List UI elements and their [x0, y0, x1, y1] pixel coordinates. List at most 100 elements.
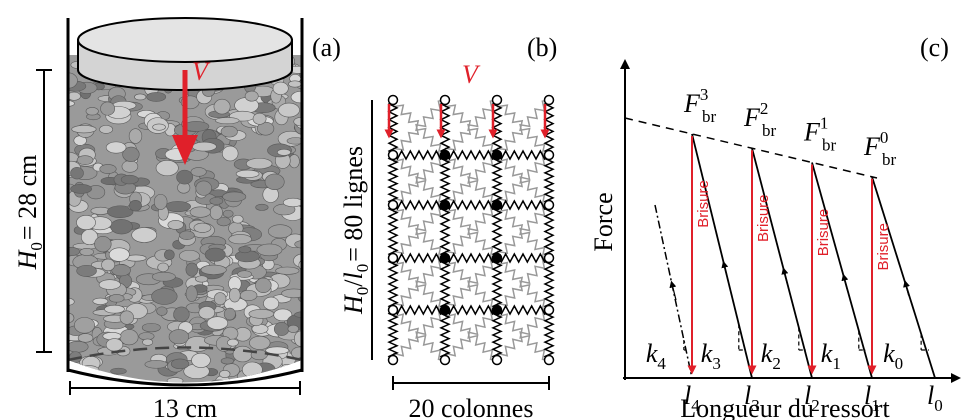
- pebble: [249, 309, 274, 318]
- subscript: br: [882, 150, 897, 169]
- pebble: [120, 311, 134, 325]
- pebble: [104, 305, 124, 313]
- math-label: l3: [744, 381, 760, 415]
- subscript: 0: [934, 396, 943, 415]
- vertical-spring: [389, 310, 397, 360]
- vertical-spring: [389, 258, 397, 310]
- diagonal-spring: [393, 205, 445, 258]
- pebble: [145, 360, 168, 368]
- superscript: 2: [760, 99, 769, 118]
- node: [545, 151, 554, 160]
- load-arrow: [784, 271, 787, 283]
- diagonal-spring: [445, 258, 497, 310]
- diagonal-spring: [393, 310, 445, 360]
- pebble: [268, 225, 292, 238]
- diagonal-spring: [497, 310, 549, 360]
- load-arrow: [724, 264, 727, 276]
- diagonal-spring: [445, 205, 497, 258]
- subscript: 2: [772, 354, 781, 373]
- pebble: [122, 161, 138, 173]
- pebble: [111, 368, 127, 374]
- break-label: Brisure: [755, 194, 772, 242]
- diagonal-spring: [497, 205, 549, 258]
- horizontal-spring: [497, 201, 549, 209]
- break-label: Brisure: [875, 223, 892, 271]
- vertical-spring: [545, 155, 553, 205]
- pebble: [276, 267, 300, 274]
- diagonal-spring: [445, 100, 497, 155]
- pebble: [164, 250, 174, 260]
- horizontal-spring: [445, 201, 497, 209]
- diagonal-spring: [497, 100, 549, 155]
- subscript: 2: [811, 396, 820, 415]
- pebble: [194, 223, 211, 232]
- panel-label: (b): [527, 33, 557, 62]
- horizontal-spring: [393, 151, 445, 159]
- diagonal-spring: [445, 310, 497, 360]
- pebble: [74, 317, 94, 333]
- node: [545, 201, 554, 210]
- node: [545, 306, 554, 315]
- node: [493, 356, 502, 365]
- height-label: H0/l0= 80 lignes: [339, 146, 372, 315]
- diagonal-spring: [393, 310, 445, 360]
- pebble: [294, 312, 313, 318]
- vertical-spring: [441, 155, 449, 205]
- pebble: [227, 339, 238, 346]
- piston-top: [78, 18, 292, 62]
- pebble: [299, 260, 310, 271]
- math-label: l2: [804, 381, 820, 415]
- symbol: k: [701, 339, 713, 368]
- diagonal-spring: [393, 155, 445, 205]
- pebble: [93, 298, 108, 304]
- pebble: [153, 124, 166, 130]
- pebble: [214, 293, 226, 305]
- pebble: [132, 228, 157, 243]
- pebble: [289, 155, 299, 168]
- node: [545, 356, 554, 365]
- node: [441, 356, 450, 365]
- subscript: 4: [691, 396, 700, 415]
- pebble: [152, 272, 175, 281]
- math-label: k2: [761, 339, 781, 373]
- pebble: [249, 336, 270, 349]
- math-label: k3: [701, 339, 721, 373]
- node: [545, 96, 554, 105]
- pebble: [191, 167, 206, 176]
- vertical-spring: [493, 205, 501, 258]
- pebble: [180, 231, 195, 240]
- diagonal-spring: [497, 100, 549, 155]
- pebble: [288, 325, 299, 332]
- pebble: [245, 91, 258, 101]
- node: [389, 254, 398, 263]
- math-label: l1: [864, 381, 880, 415]
- diagonal-spring: [497, 155, 549, 205]
- symbol: l: [684, 381, 691, 410]
- pebble: [109, 248, 129, 262]
- pebble: [210, 205, 223, 219]
- vertical-spring: [441, 205, 449, 258]
- horizontal-spring: [445, 254, 497, 262]
- pebble: [143, 339, 153, 345]
- pebble: [76, 215, 95, 229]
- pebble: [274, 322, 289, 335]
- break-label: Brisure: [695, 180, 712, 228]
- symbol: l: [927, 381, 934, 410]
- pebble: [242, 362, 262, 378]
- subscript: br: [762, 121, 777, 140]
- subscript: 4: [657, 354, 666, 373]
- pebble: [263, 297, 278, 310]
- diagonal-spring: [445, 155, 497, 205]
- pebble: [100, 164, 117, 173]
- pebble: [121, 175, 138, 184]
- symbol: k: [821, 339, 833, 368]
- subscript: 1: [871, 396, 880, 415]
- horizontal-spring: [393, 201, 445, 209]
- pebble: [111, 219, 133, 234]
- math-label: F1br: [803, 114, 837, 155]
- pebble: [221, 126, 237, 137]
- pebble: [237, 271, 251, 278]
- pebble: [77, 156, 93, 165]
- panel-c: Force Longueur du ressort (c) l4l3l2l1l0…: [589, 33, 956, 420]
